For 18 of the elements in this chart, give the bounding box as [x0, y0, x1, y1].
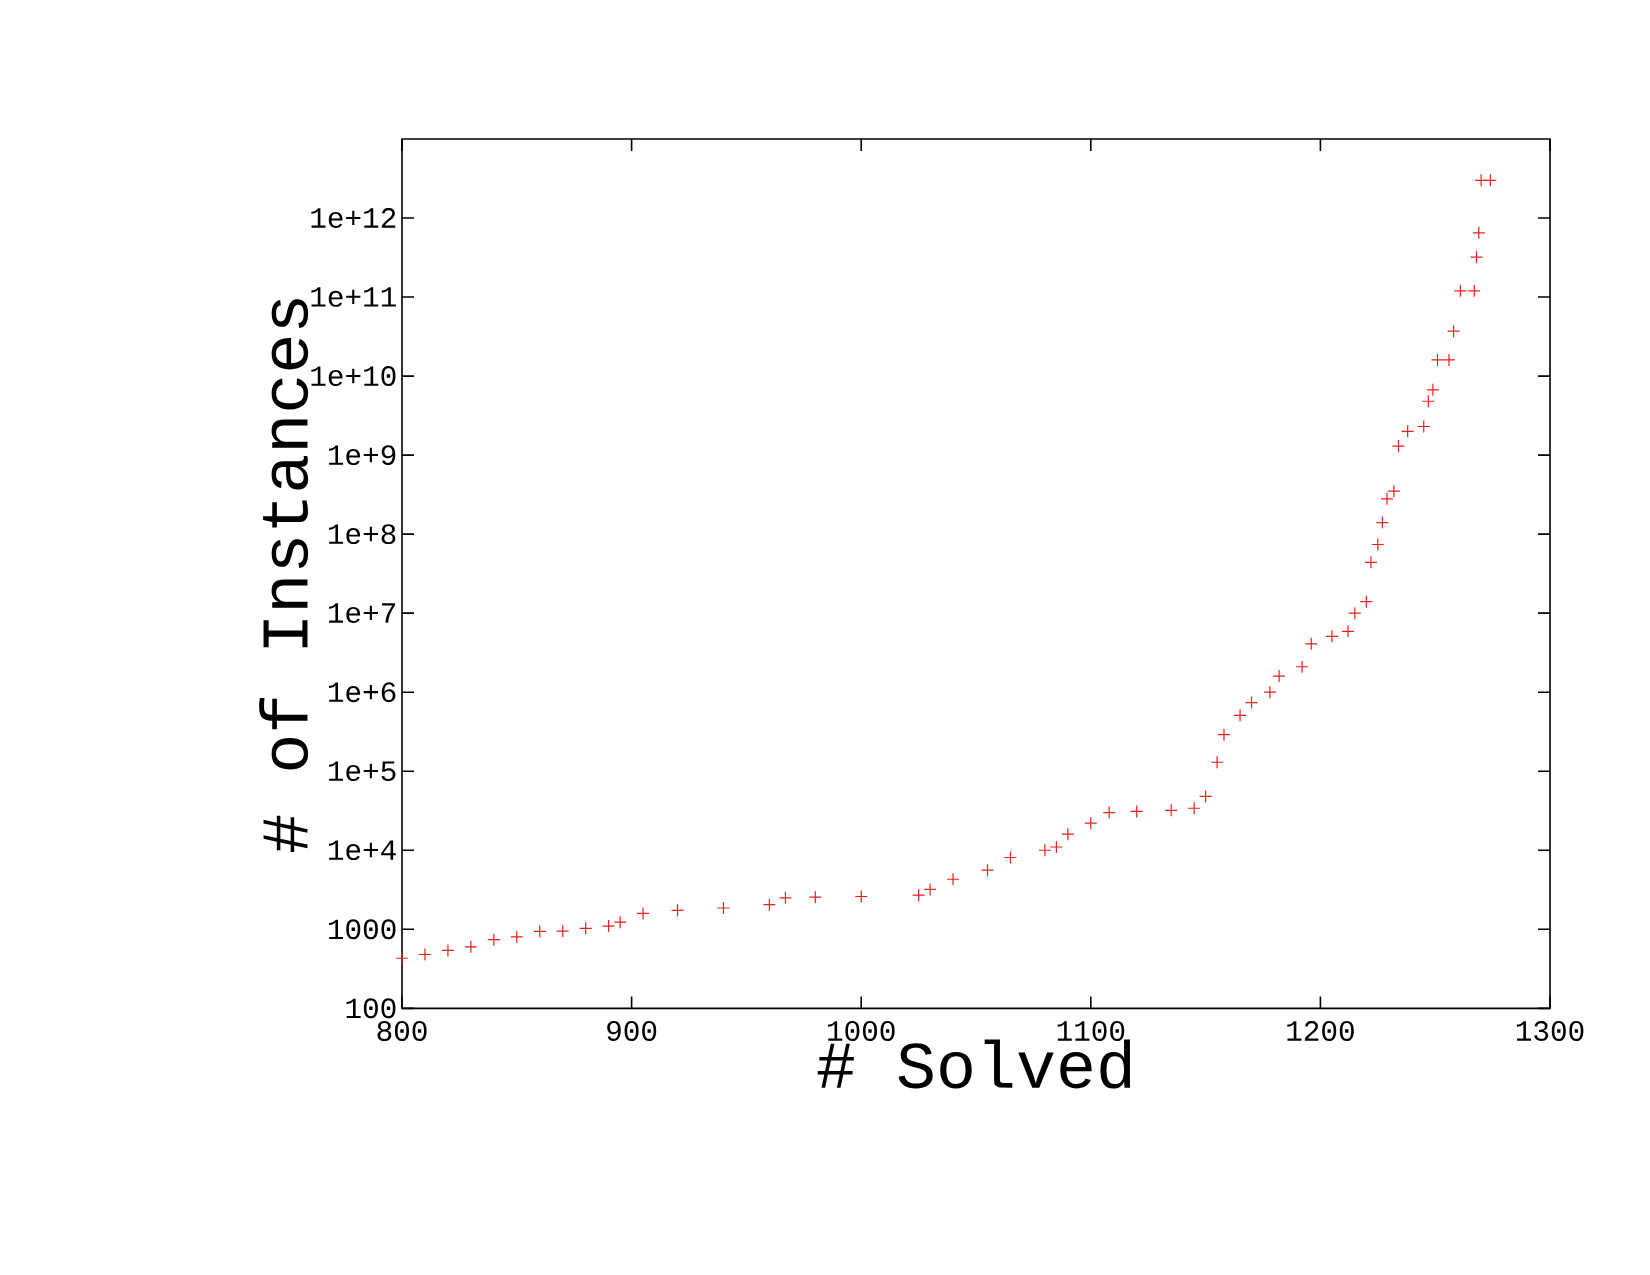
y-tick-label: 100: [346, 998, 396, 1019]
y-tick-label: 1e+6: [328, 682, 396, 703]
y-tick-label: 1e+4: [328, 840, 396, 861]
y-axis-title: # of Instances: [259, 299, 309, 852]
y-tick-label: 1e+10: [311, 366, 396, 387]
x-tick-label: 1000: [828, 1021, 895, 1041]
y-tick-label: 1e+7: [328, 603, 395, 623]
x-tick-label: 1200: [1287, 1021, 1354, 1041]
x-tick-label: 1100: [1057, 1021, 1125, 1041]
y-tick-label: 1000: [328, 919, 396, 940]
y-tick-label: 1e+9: [328, 445, 396, 466]
y-tick-label: 1e+5: [328, 761, 396, 782]
y-tick-label: 1e+8: [328, 524, 396, 545]
x-tick-label: 800: [377, 1021, 427, 1041]
y-tick-label: 1e+11: [311, 287, 396, 307]
x-tick-label: 1300: [1516, 1021, 1584, 1041]
y-tick-label: 1e+12: [311, 208, 396, 228]
x-tick-label: 900: [607, 1021, 657, 1041]
